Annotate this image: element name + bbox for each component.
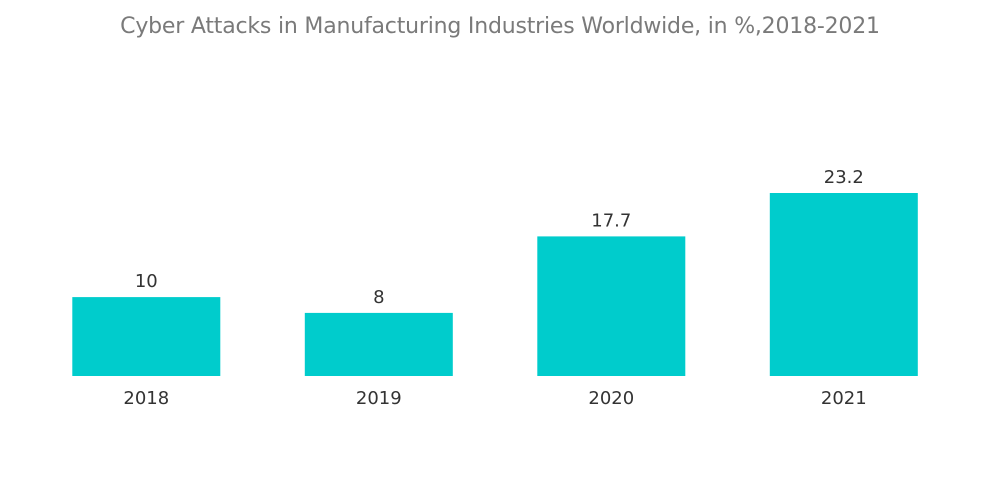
- data-label-2019: 8: [373, 287, 384, 308]
- bar-2019: [304, 312, 453, 376]
- x-tick-label-2019: 2019: [356, 388, 402, 409]
- x-tick-label-2020: 2020: [588, 388, 634, 409]
- bar-2018: [72, 297, 221, 376]
- x-tick-label-2021: 2021: [821, 388, 867, 409]
- x-tick-label-2018: 2018: [123, 388, 169, 409]
- data-label-2020: 17.7: [591, 210, 631, 231]
- chart-title: Cyber Attacks in Manufacturing Industrie…: [120, 14, 880, 39]
- bars-layer: [72, 193, 918, 376]
- bar-2020: [537, 236, 686, 376]
- data-label-2021: 23.2: [824, 167, 864, 188]
- bar-2021: [769, 193, 918, 376]
- data-labels-layer: 10 8 17.7 23.2: [135, 167, 864, 308]
- x-axis-tick-labels: 2018 2019 2020 2021: [123, 388, 866, 409]
- data-label-2018: 10: [135, 271, 158, 292]
